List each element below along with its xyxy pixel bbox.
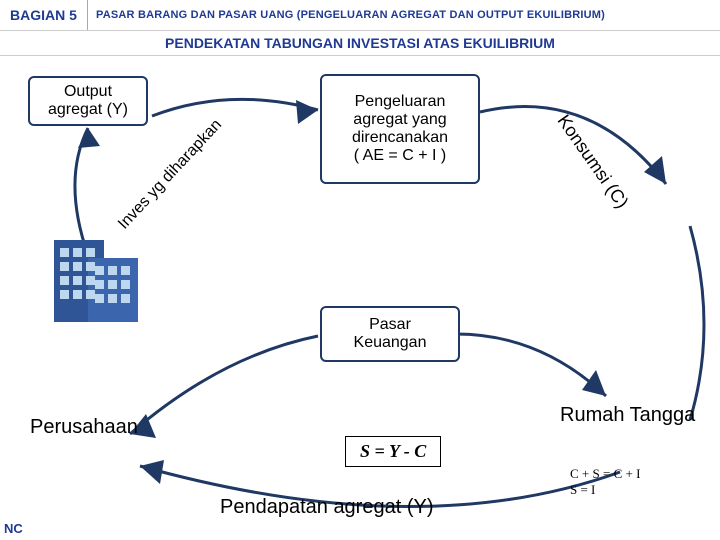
section-badge: BAGIAN 5: [0, 0, 88, 30]
box-output-l2: agregat (Y): [48, 101, 128, 119]
box-output-agregat: Output agregat (Y): [28, 76, 148, 126]
box-ae-l3: direncanakan: [352, 129, 448, 147]
equation-side: C + S = C + I S = I: [570, 466, 640, 498]
box-ae-l2: agregat yang: [353, 111, 446, 129]
diagram-stage: Output agregat (Y) Pengeluaran agregat y…: [0, 56, 720, 540]
building-icon: [40, 218, 150, 328]
label-rumah-tangga: Rumah Tangga: [560, 404, 695, 427]
subheader: PENDEKATAN TABUNGAN INVESTASI ATAS EKUIL…: [0, 30, 720, 56]
eq-side-l2: S = I: [570, 482, 640, 498]
eq-side-l1: C + S = C + I: [570, 466, 640, 482]
box-pasar-l1: Pasar: [369, 316, 411, 334]
box-output-l1: Output: [64, 83, 112, 101]
box-pasar-l2: Keuangan: [354, 334, 427, 352]
box-ae-l4: ( AE = C + I ): [354, 147, 446, 165]
box-ae: Pengeluaran agregat yang direncanakan ( …: [320, 74, 480, 184]
box-ae-l1: Pengeluaran: [355, 93, 446, 111]
label-perusahaan: Perusahaan: [30, 416, 138, 439]
label-pendapatan: Pendapatan agregat (Y): [220, 496, 434, 519]
footer-nc: NC: [4, 521, 23, 536]
equation-box: S = Y - C: [345, 436, 441, 467]
header-title: PASAR BARANG DAN PASAR UANG (PENGELUARAN…: [88, 0, 720, 30]
box-pasar-keuangan: Pasar Keuangan: [320, 306, 460, 362]
